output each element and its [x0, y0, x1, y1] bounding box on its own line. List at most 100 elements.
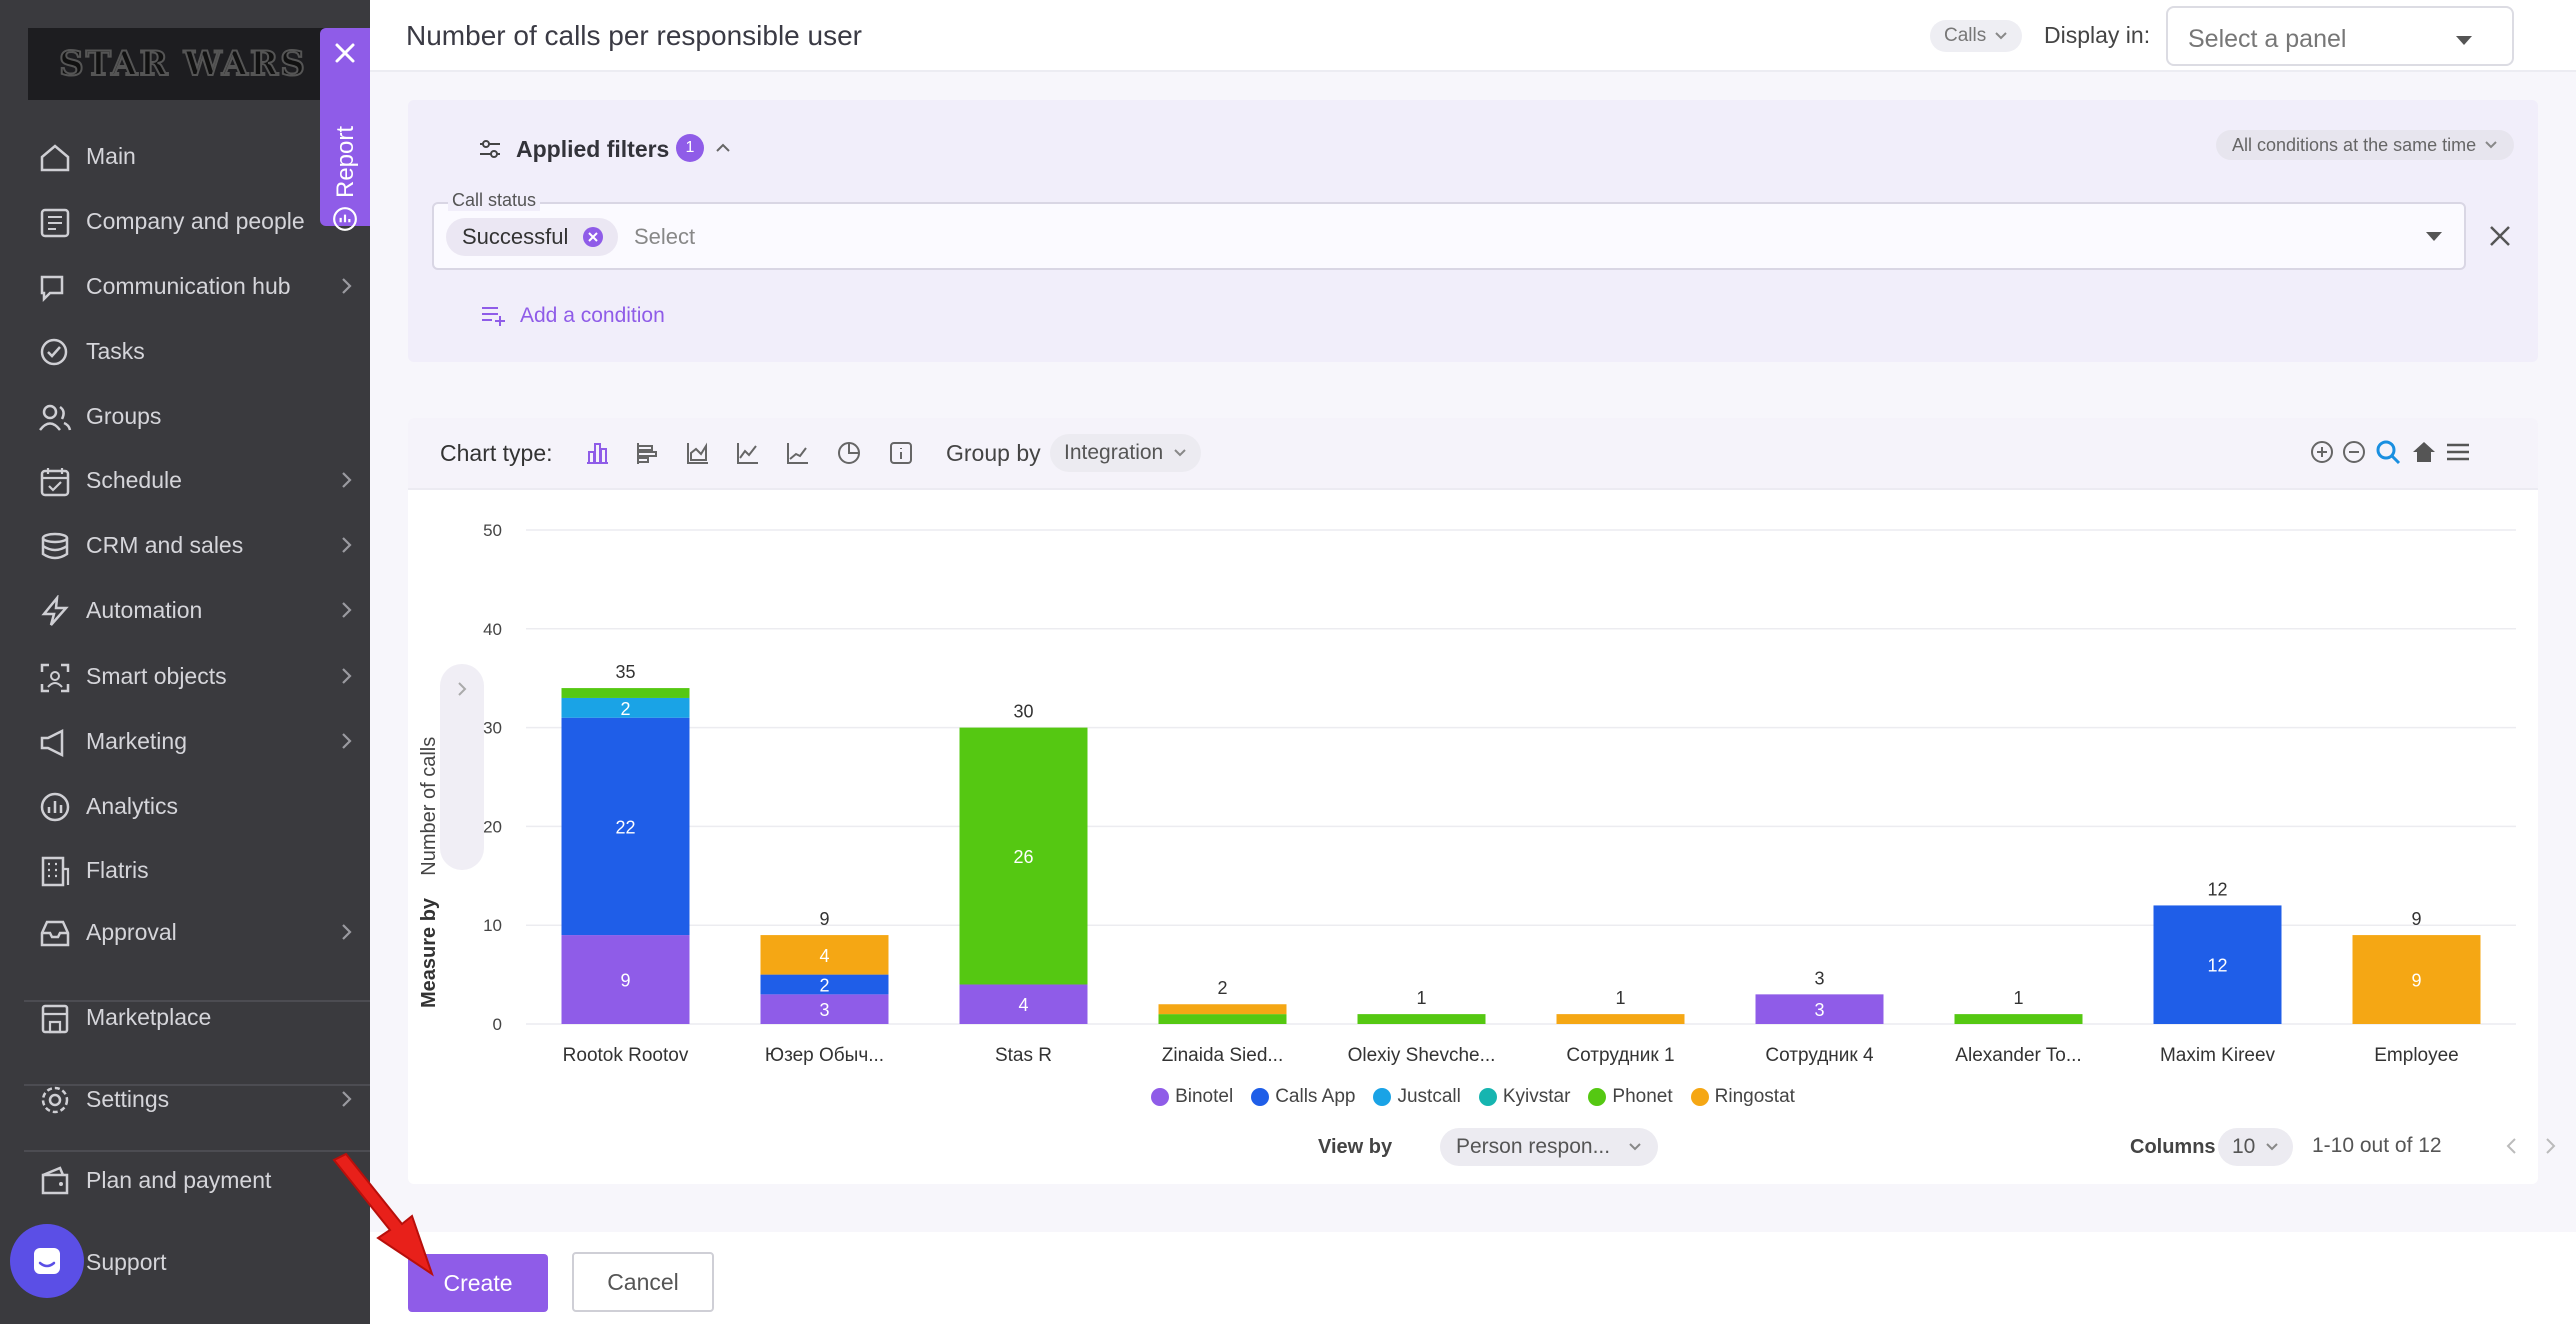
zoom-in-icon[interactable] — [2308, 438, 2336, 466]
sidebar: STAR WARS Main Company and people Communic… — [0, 0, 370, 1324]
measure-by-control[interactable] — [440, 664, 484, 1014]
bar-chart-horizontal-icon[interactable] — [634, 440, 660, 466]
add-condition-link[interactable]: Add a condition — [520, 304, 665, 327]
y-tick-label: 10 — [483, 916, 502, 935]
view-by-label: View by — [1318, 1136, 1393, 1158]
bar-segment[interactable] — [1954, 1014, 2083, 1024]
bar-total-label: 9 — [2411, 909, 2421, 929]
segment-value-label: 9 — [2411, 971, 2421, 991]
group-by-value: Integration — [1064, 441, 1164, 464]
report-tab-label: Report — [332, 125, 359, 198]
bar-segment[interactable] — [760, 974, 889, 995]
chevron-down-icon — [2485, 141, 2497, 149]
chevron-right-icon — [342, 602, 352, 618]
legend-label: Kyivstar — [1502, 1086, 1571, 1107]
bar-segment[interactable] — [760, 994, 889, 1024]
users-icon — [38, 401, 72, 433]
legend-item[interactable]: Calls App — [1251, 1086, 1355, 1108]
bar-segment[interactable] — [1556, 1014, 1685, 1024]
panel-select[interactable]: Select a panel — [2166, 6, 2514, 66]
remove-chip-icon[interactable] — [582, 226, 604, 248]
sidebar-item-schedule[interactable]: Schedule — [0, 450, 370, 510]
chat-widget-button[interactable] — [10, 1224, 84, 1298]
legend-item[interactable]: Justcall — [1373, 1086, 1461, 1108]
sidebar-item-approval[interactable]: Approval — [0, 902, 370, 962]
column-chart-icon[interactable] — [584, 440, 610, 466]
x-tick-label: Юзер Обыч... — [765, 1045, 884, 1066]
sidebar-divider — [24, 1150, 370, 1152]
bar-segment[interactable] — [2153, 905, 2282, 1024]
bar-segment[interactable] — [959, 984, 1088, 1024]
bar-total-label: 30 — [1013, 702, 1033, 722]
sidebar-item-groups[interactable]: Groups — [0, 386, 370, 446]
sidebar-item-company-and-people[interactable]: Company and people — [0, 191, 370, 251]
sidebar-item-tasks[interactable]: Tasks — [0, 321, 370, 381]
bar-segment[interactable] — [561, 935, 690, 1024]
sidebar-item-marketplace[interactable]: Marketplace — [0, 987, 370, 1047]
prev-page-icon[interactable] — [2502, 1136, 2522, 1156]
trend-chart-icon[interactable] — [784, 440, 810, 466]
sidebar-item-marketing[interactable]: Marketing — [0, 711, 370, 771]
company-logo[interactable]: STAR WARS — [28, 28, 338, 100]
call-status-condition[interactable]: Successful Select — [432, 202, 2466, 270]
sidebar-item-automation[interactable]: Automation — [0, 580, 370, 640]
page-title[interactable]: Number of calls per responsible user — [406, 20, 862, 51]
remove-condition-icon[interactable] — [2488, 224, 2512, 248]
annotation-arrow-icon — [332, 1152, 434, 1277]
x-tick-label: Zinaida Sied... — [1162, 1045, 1283, 1066]
sidebar-item-flatris[interactable]: Flatris — [0, 840, 370, 900]
x-tick-label: Alexander To... — [1955, 1045, 2081, 1066]
legend-item[interactable]: Ringostat — [1690, 1086, 1795, 1108]
measure-by-pill[interactable] — [440, 664, 484, 870]
view-by-dropdown[interactable]: Person respon... — [1440, 1128, 1659, 1166]
bar-segment[interactable] — [959, 727, 1088, 985]
legend-item[interactable]: Phonet — [1588, 1086, 1673, 1108]
condition-select-placeholder[interactable]: Select — [634, 224, 696, 249]
conditions-mode-dropdown[interactable]: All conditions at the same time — [2216, 130, 2515, 160]
legend-swatch — [1588, 1088, 1607, 1106]
chevron-up-icon[interactable] — [714, 142, 732, 154]
sidebar-item-main[interactable]: Main — [0, 126, 370, 186]
scan-face-icon — [38, 661, 72, 693]
search-zoom-icon[interactable] — [2374, 438, 2402, 466]
pie-chart-icon[interactable] — [836, 440, 862, 466]
sidebar-item-smart-objects[interactable]: Smart objects — [0, 646, 370, 706]
bar-segment[interactable] — [561, 688, 690, 698]
bar-segment[interactable] — [2352, 935, 2481, 1024]
add-condition-icon[interactable] — [480, 304, 506, 326]
sidebar-item-support[interactable]: Support — [0, 1232, 370, 1292]
chevron-right-icon[interactable] — [454, 680, 470, 698]
x-tick-label: Olexiy Shevche... — [1348, 1045, 1496, 1066]
home-reset-icon[interactable] — [2410, 438, 2438, 466]
sidebar-item-label: Tasks — [86, 338, 145, 364]
report-chart-icon — [333, 207, 357, 231]
legend-item[interactable]: Binotel — [1151, 1086, 1233, 1108]
sidebar-item-communication-hub[interactable]: Communication hub — [0, 256, 370, 316]
indicator-chart-icon[interactable] — [888, 440, 914, 466]
bar-segment[interactable] — [1158, 1014, 1287, 1024]
sidebar-item-settings[interactable]: Settings — [0, 1069, 370, 1129]
zoom-out-icon[interactable] — [2340, 438, 2368, 466]
bar-segment[interactable] — [561, 697, 690, 718]
cancel-button[interactable]: Cancel — [572, 1252, 714, 1312]
entity-dropdown[interactable]: Calls — [1930, 20, 2023, 52]
close-icon[interactable] — [332, 40, 358, 66]
bar-segment[interactable] — [561, 717, 690, 936]
sidebar-item-analytics[interactable]: Analytics — [0, 776, 370, 836]
bar-segment[interactable] — [1755, 994, 1884, 1024]
report-tab[interactable]: Report — [320, 28, 370, 231]
create-button[interactable]: Create — [408, 1254, 548, 1312]
area-chart-icon[interactable] — [684, 440, 710, 466]
dropdown-arrow-icon[interactable] — [2426, 232, 2442, 242]
bar-segment[interactable] — [1357, 1014, 1486, 1024]
menu-icon[interactable] — [2444, 438, 2472, 466]
bar-segment[interactable] — [760, 935, 889, 975]
next-page-icon[interactable] — [2540, 1136, 2560, 1156]
sidebar-item-plan-and-payment[interactable]: Plan and payment — [0, 1150, 370, 1210]
columns-dropdown[interactable]: 10 — [2218, 1128, 2294, 1166]
group-by-dropdown[interactable]: Integration — [1050, 434, 1202, 472]
legend-item[interactable]: Kyivstar — [1478, 1086, 1571, 1108]
line-chart-icon[interactable] — [734, 440, 760, 466]
sidebar-item-crm-and-sales[interactable]: CRM and sales — [0, 515, 370, 575]
bar-segment[interactable] — [1158, 1004, 1287, 1015]
